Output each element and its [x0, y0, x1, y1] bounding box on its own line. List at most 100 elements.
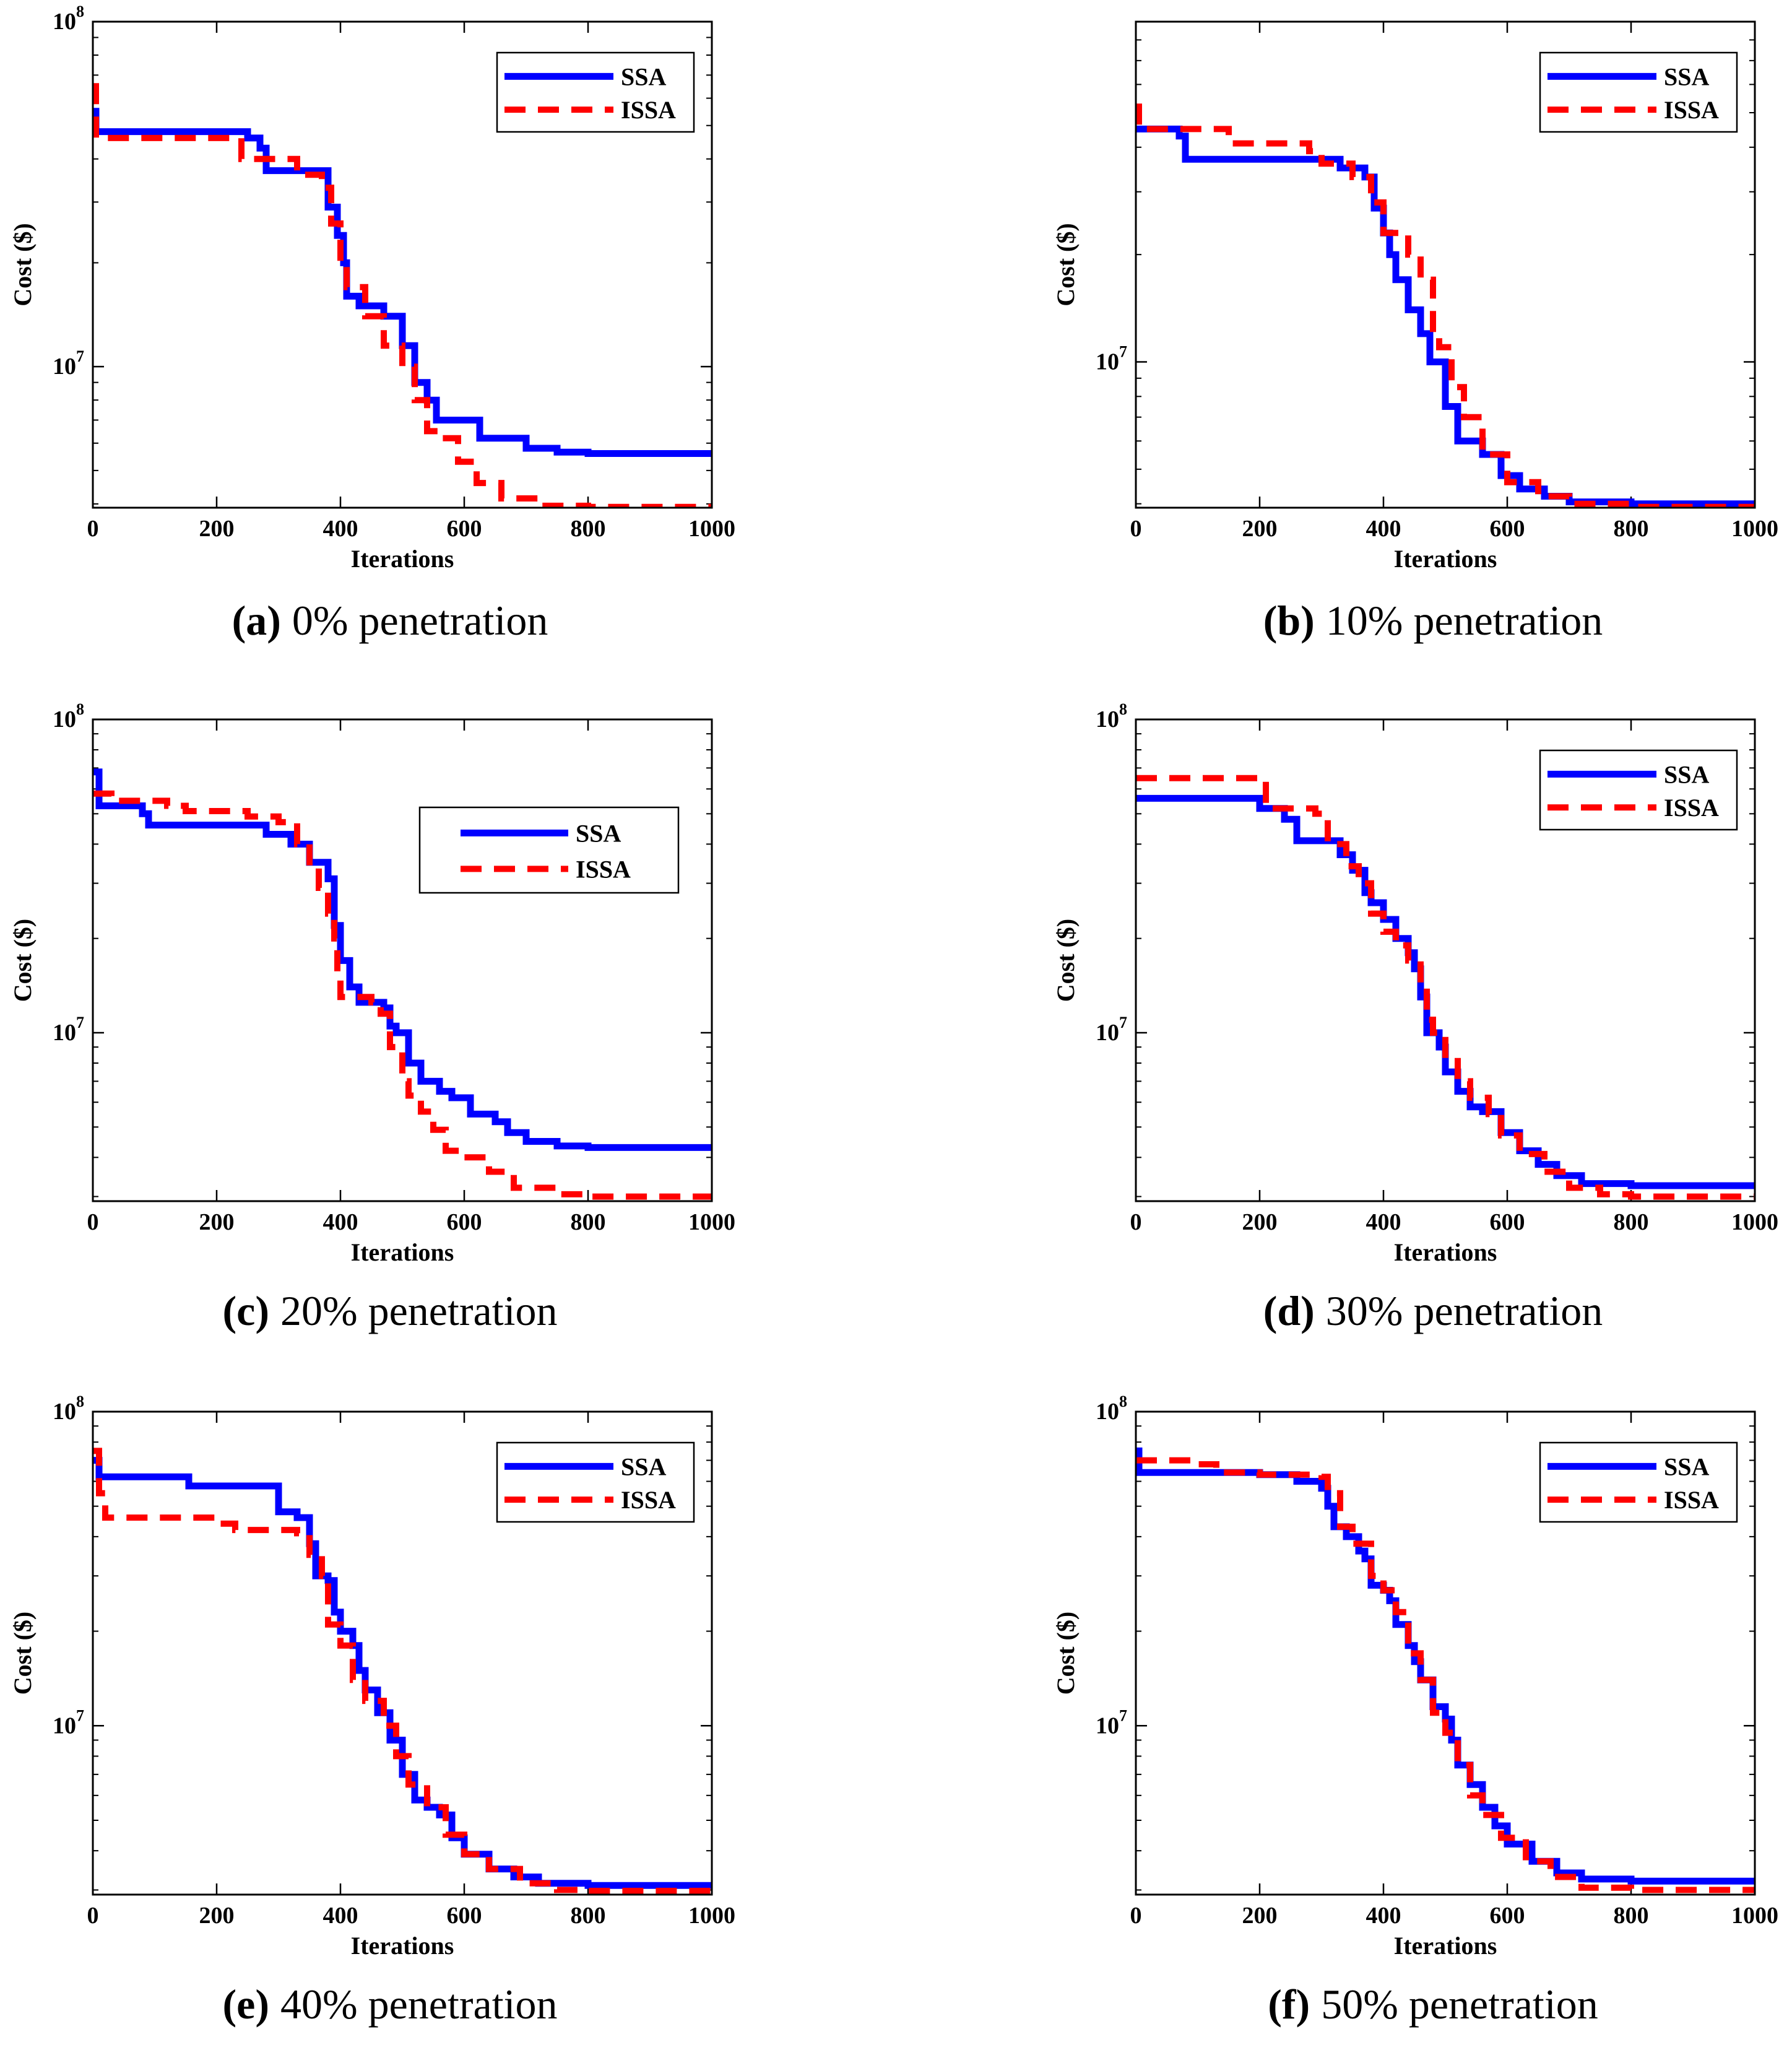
chart-panel-e: 107 108 0 200 400 600 800 1000 SSA ISSA Iterations…: [9, 1392, 735, 2028]
chart-panel-a: 107 108 0 200 400 600 800 1000 SSA ISSA Iterations…: [9, 2, 735, 644]
y-tick-label: 108: [53, 1392, 84, 1425]
legend: SSA ISSA: [418, 806, 680, 894]
issa-series-line: [1136, 1457, 1755, 1893]
x-tick-label: 0: [87, 1903, 99, 1929]
y-tick-label: 108: [53, 700, 84, 732]
chart-panel-f: 107 108 0 200 400 600 800 1000 SSA ISSA Iterations…: [1052, 1392, 1778, 2028]
x-tick-label: 1000: [688, 516, 735, 542]
legend-box: [418, 806, 680, 894]
x-tick-label: 600: [1490, 516, 1525, 542]
y-tick-label: 107: [53, 1706, 84, 1739]
x-tick-label: 0: [1130, 1209, 1142, 1235]
x-tick-label: 200: [1242, 1903, 1278, 1929]
legend: SSA ISSA: [1539, 1441, 1738, 1523]
x-tick-label: 1000: [688, 1903, 735, 1929]
chart-panel-c: 107 108 0 200 400 600 800 1000 SSA ISSA Iterations…: [9, 700, 735, 1334]
legend-label-issa: ISSA: [576, 855, 631, 883]
legend-label-ssa: SSA: [621, 63, 666, 90]
y-axis-label: Cost ($): [9, 1612, 37, 1695]
x-tick-label: 200: [199, 1209, 235, 1235]
legend-label-ssa: SSA: [576, 819, 621, 847]
y-axis-label: Cost ($): [9, 223, 37, 306]
x-tick-label: 400: [1366, 1209, 1401, 1235]
axes-frame: [1135, 718, 1756, 1202]
legend-label-issa: ISSA: [621, 1486, 676, 1514]
axes-frame: [92, 718, 713, 1202]
x-tick-label: 0: [87, 516, 99, 542]
panel-caption: (f) 50% penetration: [1268, 1981, 1598, 2028]
axes-frame: [1135, 20, 1756, 509]
chart-panel-d: 107 108 0 200 400 600 800 1000 SSA ISSA Iterations…: [1052, 700, 1778, 1334]
legend-box: [1539, 749, 1738, 831]
panel-caption: (b) 10% penetration: [1263, 597, 1603, 644]
y-tick-label: 108: [1096, 700, 1127, 732]
chart-panel-b: 107 0 200 400 600 800 1000 SSA ISSA Iterations Cos…: [1052, 20, 1778, 644]
y-tick-label: 107: [1096, 1706, 1127, 1739]
legend-label-ssa: SSA: [1664, 1453, 1709, 1480]
y-tick-label: 107: [1096, 1014, 1127, 1046]
x-axis-label: Iterations: [1394, 1932, 1497, 1960]
x-tick-label: 200: [1242, 516, 1278, 542]
x-tick-label: 1000: [1731, 1209, 1778, 1235]
legend-label-issa: ISSA: [1664, 96, 1719, 124]
y-tick-label: 108: [53, 2, 84, 35]
panel-caption: (e) 40% penetration: [223, 1981, 558, 2028]
x-tick-label: 800: [1614, 1903, 1649, 1929]
issa-series-line: [93, 790, 712, 1200]
y-axis-label: Cost ($): [1052, 919, 1080, 1002]
x-tick-label: 400: [323, 1209, 358, 1235]
y-axis-label: Cost ($): [1052, 1612, 1080, 1695]
legend: SSA ISSA: [1539, 51, 1738, 133]
ssa-series-line: [1136, 125, 1755, 508]
x-tick-label: 600: [1490, 1209, 1525, 1235]
axes-frame: [1135, 1410, 1756, 1896]
x-tick-label: 800: [571, 516, 606, 542]
x-tick-label: 400: [1366, 516, 1401, 542]
x-tick-label: 400: [323, 1903, 358, 1929]
x-tick-label: 200: [1242, 1209, 1278, 1235]
x-tick-label: 800: [1614, 516, 1649, 542]
y-tick-label: 107: [1096, 343, 1127, 375]
x-tick-label: 400: [1366, 1903, 1401, 1929]
ssa-series-line: [1136, 794, 1755, 1189]
x-tick-label: 800: [571, 1903, 606, 1929]
x-tick-label: 600: [447, 1209, 482, 1235]
legend-box: [1539, 1441, 1738, 1523]
x-tick-label: 1000: [688, 1209, 735, 1235]
x-tick-label: 1000: [1731, 1903, 1778, 1929]
y-tick-label: 108: [1096, 1392, 1127, 1425]
x-axis-label: Iterations: [351, 1932, 454, 1960]
legend-label-issa: ISSA: [1664, 1486, 1719, 1514]
legend: SSA ISSA: [496, 51, 695, 133]
legend-label-issa: ISSA: [621, 96, 676, 124]
x-tick-label: 600: [1490, 1903, 1525, 1929]
x-tick-label: 400: [323, 516, 358, 542]
x-axis-label: Iterations: [1394, 545, 1497, 573]
x-tick-label: 600: [447, 516, 482, 542]
panel-caption: (d) 30% penetration: [1263, 1287, 1603, 1334]
axes-frame: [92, 1410, 713, 1896]
legend-label-ssa: SSA: [1664, 760, 1709, 788]
legend-label-issa: ISSA: [1664, 794, 1719, 822]
issa-series-line: [93, 1448, 712, 1894]
legend-label-ssa: SSA: [621, 1453, 666, 1480]
x-axis-label: Iterations: [351, 1238, 454, 1266]
x-axis-label: Iterations: [351, 545, 454, 573]
legend-box: [496, 1441, 695, 1523]
x-tick-label: 0: [87, 1209, 99, 1235]
x-tick-label: 200: [199, 1903, 235, 1929]
ssa-series-line: [93, 1457, 712, 1889]
x-tick-label: 800: [1614, 1209, 1649, 1235]
x-tick-label: 600: [447, 1903, 482, 1929]
ssa-series-line: [93, 108, 712, 457]
axes-frame: [92, 20, 713, 509]
legend-label-ssa: SSA: [1664, 63, 1709, 90]
y-axis-label: Cost ($): [9, 919, 37, 1002]
legend: SSA ISSA: [1539, 749, 1738, 831]
x-tick-label: 0: [1130, 1903, 1142, 1929]
issa-series-line: [1136, 103, 1755, 508]
legend-box: [496, 51, 695, 133]
x-tick-label: 0: [1130, 516, 1142, 542]
panel-caption: (a) 0% penetration: [232, 597, 548, 644]
y-tick-label: 107: [53, 1014, 84, 1046]
